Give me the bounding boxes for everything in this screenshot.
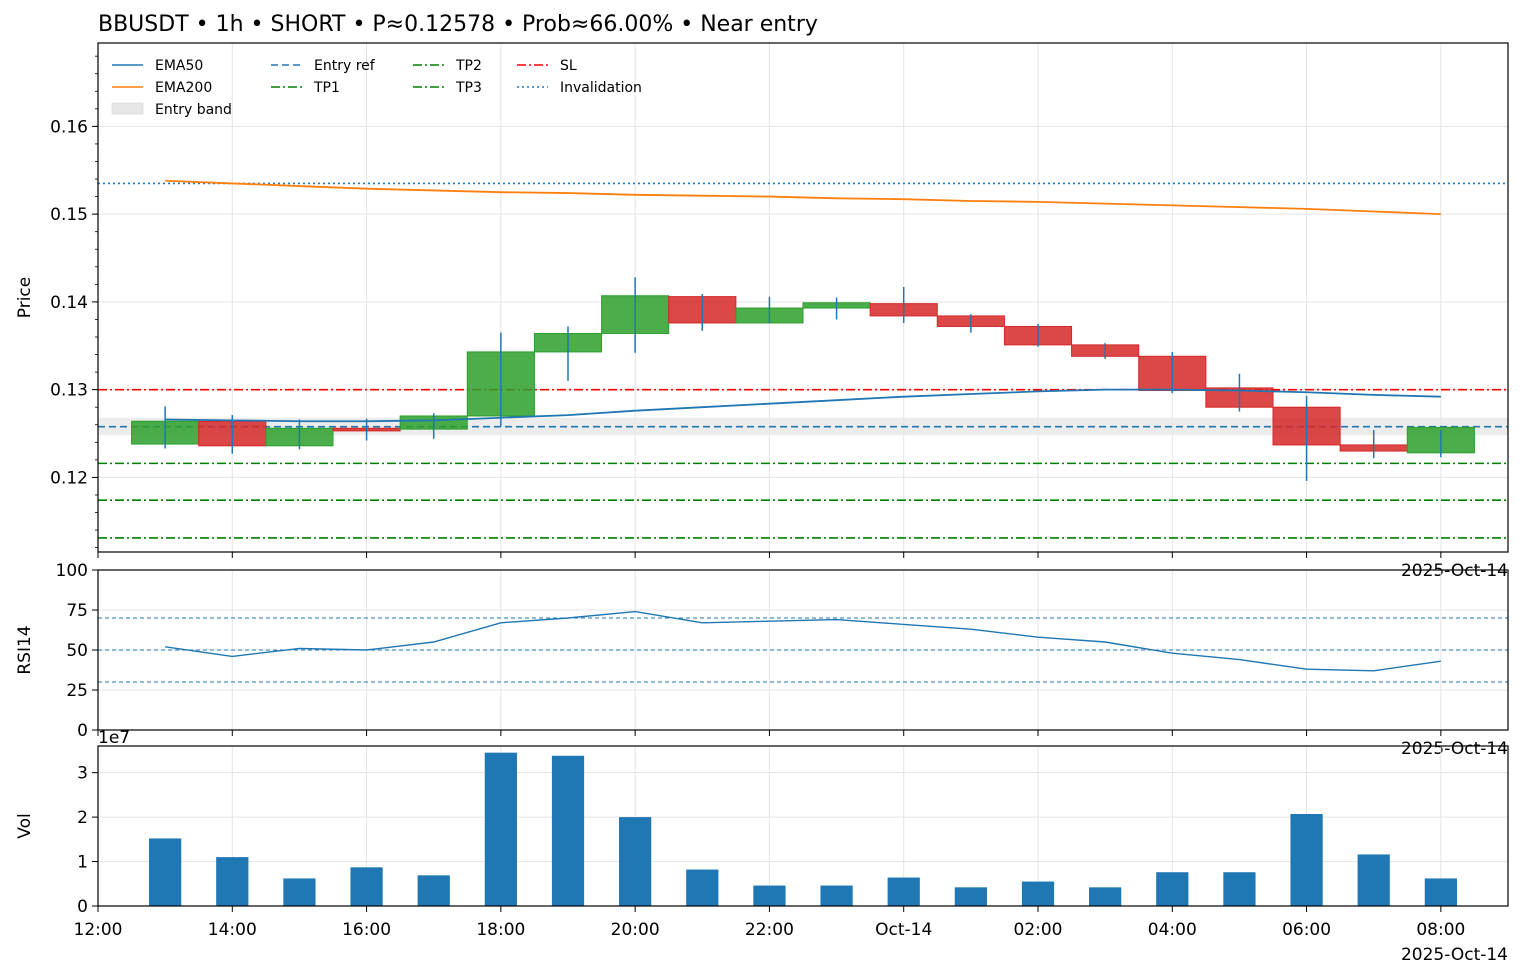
volume-bar — [820, 885, 853, 906]
vol-ytick-label: 2 — [77, 808, 88, 828]
volume-bar — [484, 752, 517, 906]
vol-ytick-label: 3 — [77, 764, 88, 784]
legend-label-invalidation: Invalidation — [560, 80, 642, 96]
volume-bar — [149, 838, 182, 906]
volume-bar — [619, 817, 652, 906]
volume-bar — [1357, 854, 1390, 906]
volume-bar — [887, 877, 920, 906]
legend-label-entry-ref: Entry ref — [314, 58, 376, 74]
vol-xtick-label: 04:00 — [1148, 920, 1197, 940]
rsi-ytick-label: 25 — [66, 681, 88, 701]
legend-label-tp2: TP2 — [455, 58, 482, 74]
price-ytick-label: 0.14 — [50, 293, 88, 313]
price-offset-text: 2025-Oct-14 — [1401, 561, 1508, 581]
volume-bar — [551, 755, 585, 906]
vol-frame — [97, 745, 1509, 907]
rsi-ylabel: RSI14 — [15, 625, 35, 674]
vol-ytick-label: 1 — [77, 853, 88, 873]
price-ytick-label: 0.15 — [50, 205, 88, 225]
volume-bar — [1089, 887, 1122, 906]
vol-xtick-label: Oct-14 — [875, 920, 932, 940]
legend-label-entry-band: Entry band — [155, 102, 232, 118]
price-ytick-label: 0.13 — [50, 381, 88, 401]
volume-bar — [216, 857, 249, 906]
volume-bar — [686, 869, 719, 906]
volume-bar — [1424, 878, 1457, 906]
volume-bar — [1223, 872, 1256, 906]
vol-xtick-label: 22:00 — [745, 920, 794, 940]
volume-bar — [1290, 814, 1323, 906]
vol-xtick-label: 02:00 — [1014, 920, 1063, 940]
legend-label-ema200: EMA200 — [155, 80, 212, 96]
legend-label-sl: SL — [560, 58, 577, 74]
vol-xtick-label: 16:00 — [342, 920, 391, 940]
vol-xtick-label: 06:00 — [1282, 920, 1331, 940]
vol-ylabel: Vol — [15, 813, 35, 838]
rsi-ytick-label: 100 — [56, 561, 88, 581]
volume-scale-label: 1e7 — [98, 728, 130, 748]
vol-ytick-label: 0 — [77, 897, 88, 917]
legend-label-ema50: EMA50 — [155, 58, 203, 74]
rsi-offset-text: 2025-Oct-14 — [1401, 739, 1508, 759]
legend-swatch-entry-band — [111, 102, 144, 115]
price-panel: 0.12 0.13 0.14 0.15 0.16 Price 2025-Oct-14 — [15, 42, 1509, 581]
chart-title: BBUSDT • 1h • SHORT • P≈0.12578 • Prob≈6… — [98, 12, 818, 37]
price-ytick-label: 0.16 — [50, 117, 88, 137]
ema50-line — [165, 388, 1441, 423]
price-ylabel: Price — [15, 277, 35, 318]
legend-label-tp1: TP1 — [313, 80, 340, 96]
legend-label-tp3: TP3 — [455, 80, 482, 96]
volume-bar — [1156, 872, 1189, 906]
volume-bar — [417, 875, 450, 906]
vol-xtick-label: 18:00 — [476, 920, 525, 940]
price-ytick-label: 0.12 — [50, 468, 88, 488]
rsi-panel: 0 25 50 75 100 RSI14 2025-Oct-14 — [15, 561, 1509, 759]
rsi-line — [165, 610, 1441, 672]
volume-bar — [954, 887, 987, 906]
vol-xtick-label: 08:00 — [1416, 920, 1465, 940]
vol-xtick-label: 12:00 — [74, 920, 123, 940]
vol-xtick-label: 20:00 — [611, 920, 660, 940]
volume-bar — [350, 867, 383, 906]
legend: EMA50 EMA200 Entry band Entry ref TP1 TP2 TP3 S… — [111, 58, 642, 118]
rsi-ytick-label: 50 — [66, 641, 88, 661]
ema200-line — [165, 179, 1441, 216]
vol-offset-text: 2025-Oct-14 — [1401, 945, 1508, 965]
rsi-ytick-label: 75 — [66, 601, 88, 621]
rsi-ytick-label: 0 — [77, 721, 88, 741]
volume-bar — [283, 878, 316, 906]
volume-panel: 0 1 2 3 12:00 14:00 16:00 18:00 20:00 22:00 Oct-14… — [15, 728, 1509, 965]
price-frame — [97, 42, 1509, 553]
volume-bar — [1021, 881, 1055, 906]
vol-xtick-label: 14:00 — [208, 920, 257, 940]
volume-bar — [753, 885, 786, 906]
